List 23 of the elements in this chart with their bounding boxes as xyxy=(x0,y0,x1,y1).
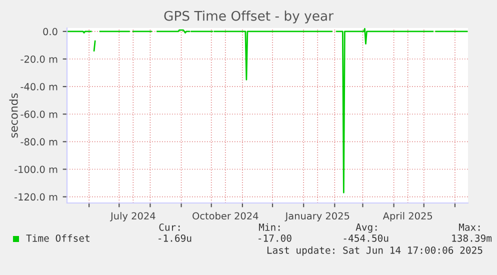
text: Min: xyxy=(258,223,280,231)
y-tick-label: -120.0 m xyxy=(14,193,58,201)
text: Avg: xyxy=(356,224,377,233)
chart-title: GPS Time Offset - by year xyxy=(164,10,334,24)
y-axis-title: seconds xyxy=(9,93,18,138)
text: -454.50u xyxy=(344,234,388,242)
y-tick-label: -20.0 m xyxy=(20,55,58,63)
y-tick-label: -60.0 m xyxy=(20,110,58,118)
x-tick-label: July 2024 xyxy=(110,212,156,222)
y-tick-label: -80.0 m xyxy=(20,138,58,146)
x-tick-label: January 2025 xyxy=(284,212,350,222)
text: Cur: xyxy=(159,223,180,231)
x-tick-label: April 2025 xyxy=(382,212,432,222)
x-tick-label: October 2024 xyxy=(192,212,258,220)
y-tick-label: -100.0 m xyxy=(14,166,58,174)
text: -17.00 xyxy=(258,234,292,242)
text: Max: xyxy=(458,224,480,231)
text: Last update: Sat Jun 14 17:00:06 2025 xyxy=(267,246,482,256)
y-tick-label: -40.0 m xyxy=(20,83,58,90)
text: -1.69u xyxy=(158,234,192,242)
y-tick-label: 0.0 xyxy=(43,28,58,36)
text: 138.39m xyxy=(452,234,492,242)
legend-label: Time Offset xyxy=(26,234,90,242)
